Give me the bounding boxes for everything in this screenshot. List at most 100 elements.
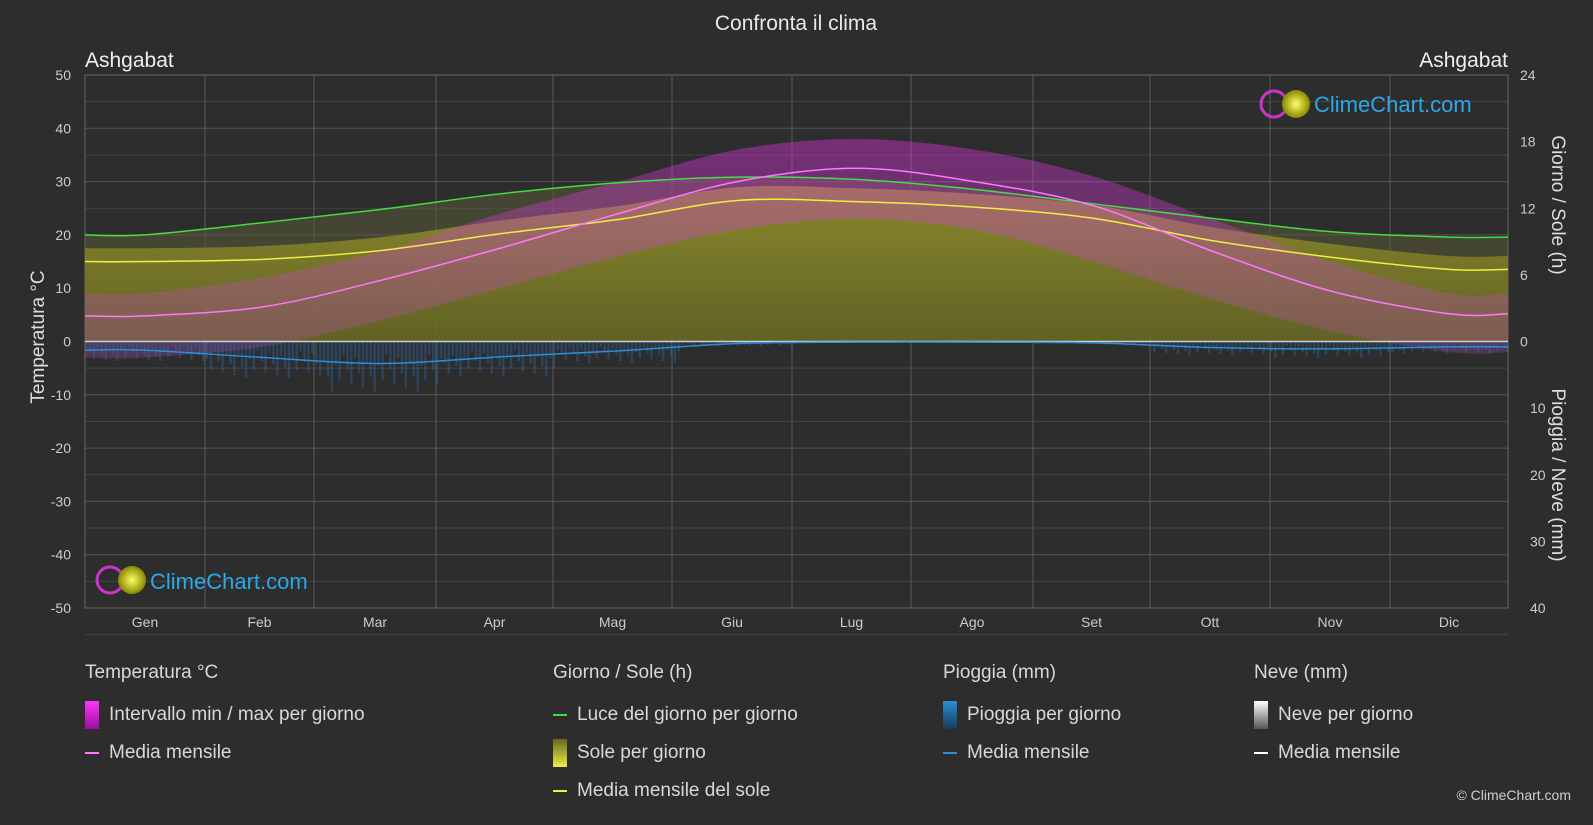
legend-rain: Pioggia (mm) Pioggia per giorno Media me… <box>943 662 1121 772</box>
rain-day-bar <box>299 341 302 352</box>
rain-day-bar <box>279 341 283 357</box>
rain-day-bar <box>1153 341 1156 353</box>
snow-mean-swatch <box>1254 752 1268 754</box>
precip-tick-label: 20 <box>1530 467 1546 483</box>
rain-day-bar <box>178 341 181 359</box>
sun-tick-label: 12 <box>1520 200 1536 216</box>
rain-day-bar <box>143 341 146 354</box>
rain-day-bar <box>669 341 673 357</box>
rain-day-bar <box>537 341 540 356</box>
rain-day-bar <box>1441 341 1445 351</box>
rain-day-bar <box>1133 341 1137 345</box>
sun-swatch <box>553 739 567 767</box>
rain-day-bar <box>1309 341 1312 349</box>
legend-label: Media mensile del sole <box>577 780 771 801</box>
series-lines <box>84 167 1509 365</box>
rain-day-bar <box>1316 341 1320 359</box>
rain-day-bar <box>233 341 236 376</box>
rain-day-bar <box>112 341 115 356</box>
rain-day-bar <box>354 341 357 359</box>
rain-day-bar <box>1289 341 1293 351</box>
rain-day-bar <box>155 341 158 356</box>
rain-day-bar <box>634 341 638 352</box>
rain-day-bar <box>1168 341 1172 347</box>
brand-logo-bottom[interactable]: ClimeChart.com <box>95 565 308 595</box>
rain-day-bar <box>494 341 497 356</box>
rain-day-bar <box>739 341 743 344</box>
rain-day-bar <box>1469 341 1472 346</box>
rain-day-bar <box>720 341 723 344</box>
rain-day-bar <box>217 341 220 362</box>
rain-day-bar <box>100 341 103 354</box>
rain-day-bar <box>346 341 349 370</box>
rain-day-bar <box>1488 341 1491 354</box>
rain-day-bar <box>451 341 454 356</box>
rain-day-bar <box>689 341 692 345</box>
rain-day-bar <box>1472 341 1476 350</box>
rain-day-bar <box>1418 341 1421 349</box>
rain-day-bar <box>369 341 372 377</box>
rain-day-bar <box>700 341 704 345</box>
rain-day-bar <box>463 341 466 359</box>
precip-tick-label: 10 <box>1530 400 1546 416</box>
rain-day-bar <box>1176 341 1180 355</box>
rain-day-bar <box>260 341 263 362</box>
rain-day-bar <box>431 341 435 370</box>
rain-day-bar <box>338 341 341 381</box>
legend-rain-title: Pioggia (mm) <box>943 662 1056 683</box>
rain-day-bar <box>615 341 618 355</box>
rain-day-bar <box>545 341 548 377</box>
legend-snow: Neve (mm) Neve per giorno Media mensile <box>1254 662 1413 772</box>
rain-day-bar <box>170 341 174 347</box>
legend-item: Sole per giorno <box>553 734 798 772</box>
left-axis-label: Temperatura °C <box>28 270 49 403</box>
precip-tick-label: 30 <box>1530 533 1546 549</box>
temp-tick-label: 0 <box>63 334 71 350</box>
temp-tick-label: -40 <box>51 547 71 563</box>
rain-day-bar <box>525 341 528 354</box>
location-right: Ashgabat <box>1419 49 1508 72</box>
rain-day-bar <box>1430 341 1433 350</box>
rain-day-bar <box>131 341 135 353</box>
legend-sun-title: Giorno / Sole (h) <box>553 662 693 683</box>
temp-tick-label: 50 <box>55 67 71 83</box>
rain-day-bar <box>334 341 337 366</box>
rain-day-bar <box>248 341 252 360</box>
temp-tick-label: 30 <box>55 174 71 190</box>
rain-day-bar <box>560 341 564 354</box>
rain-day-bar <box>424 341 427 381</box>
brand-text-top: ClimeChart.com <box>1314 92 1472 117</box>
rain-day-bar <box>1270 341 1273 352</box>
rain-day-bar <box>712 341 716 345</box>
month-tick-label: Ott <box>1201 614 1220 630</box>
rain-day-bar <box>237 341 240 357</box>
month-tick-label: Apr <box>484 614 506 630</box>
legend-item: Media mensile <box>85 734 365 772</box>
rain-day-bar <box>186 341 189 354</box>
rain-day-bar <box>708 341 712 344</box>
rain-day-bar <box>568 341 571 349</box>
rain-day-bar <box>576 341 579 362</box>
rain-day-bar <box>1250 341 1254 354</box>
brand-logo-top[interactable]: ClimeChart.com <box>1259 89 1472 119</box>
rain-day-bar <box>611 341 614 349</box>
rain-day-bar <box>509 341 513 369</box>
rain-day-bar <box>1406 341 1410 348</box>
rain-day-bar <box>190 341 193 360</box>
rain-day-bar <box>650 341 653 360</box>
rain-day-bar <box>1277 341 1281 350</box>
daylight-line <box>84 176 1509 239</box>
rain-day-bar <box>517 341 521 361</box>
rain-day-bar <box>529 341 532 364</box>
rain-day-bar <box>626 341 630 357</box>
rain-day-bar <box>447 341 450 374</box>
rain-day-bar <box>256 341 259 352</box>
month-tick-label: Mag <box>599 614 626 630</box>
rain-day-bar <box>790 341 794 346</box>
sun-tick-label: 24 <box>1520 67 1536 83</box>
rain-day-bar <box>759 341 762 347</box>
rain-day-bar <box>623 341 626 351</box>
rain-day-bar <box>1192 341 1195 349</box>
rain-day-bar <box>404 341 408 388</box>
legend-label: Intervallo min / max per giorno <box>109 704 365 725</box>
